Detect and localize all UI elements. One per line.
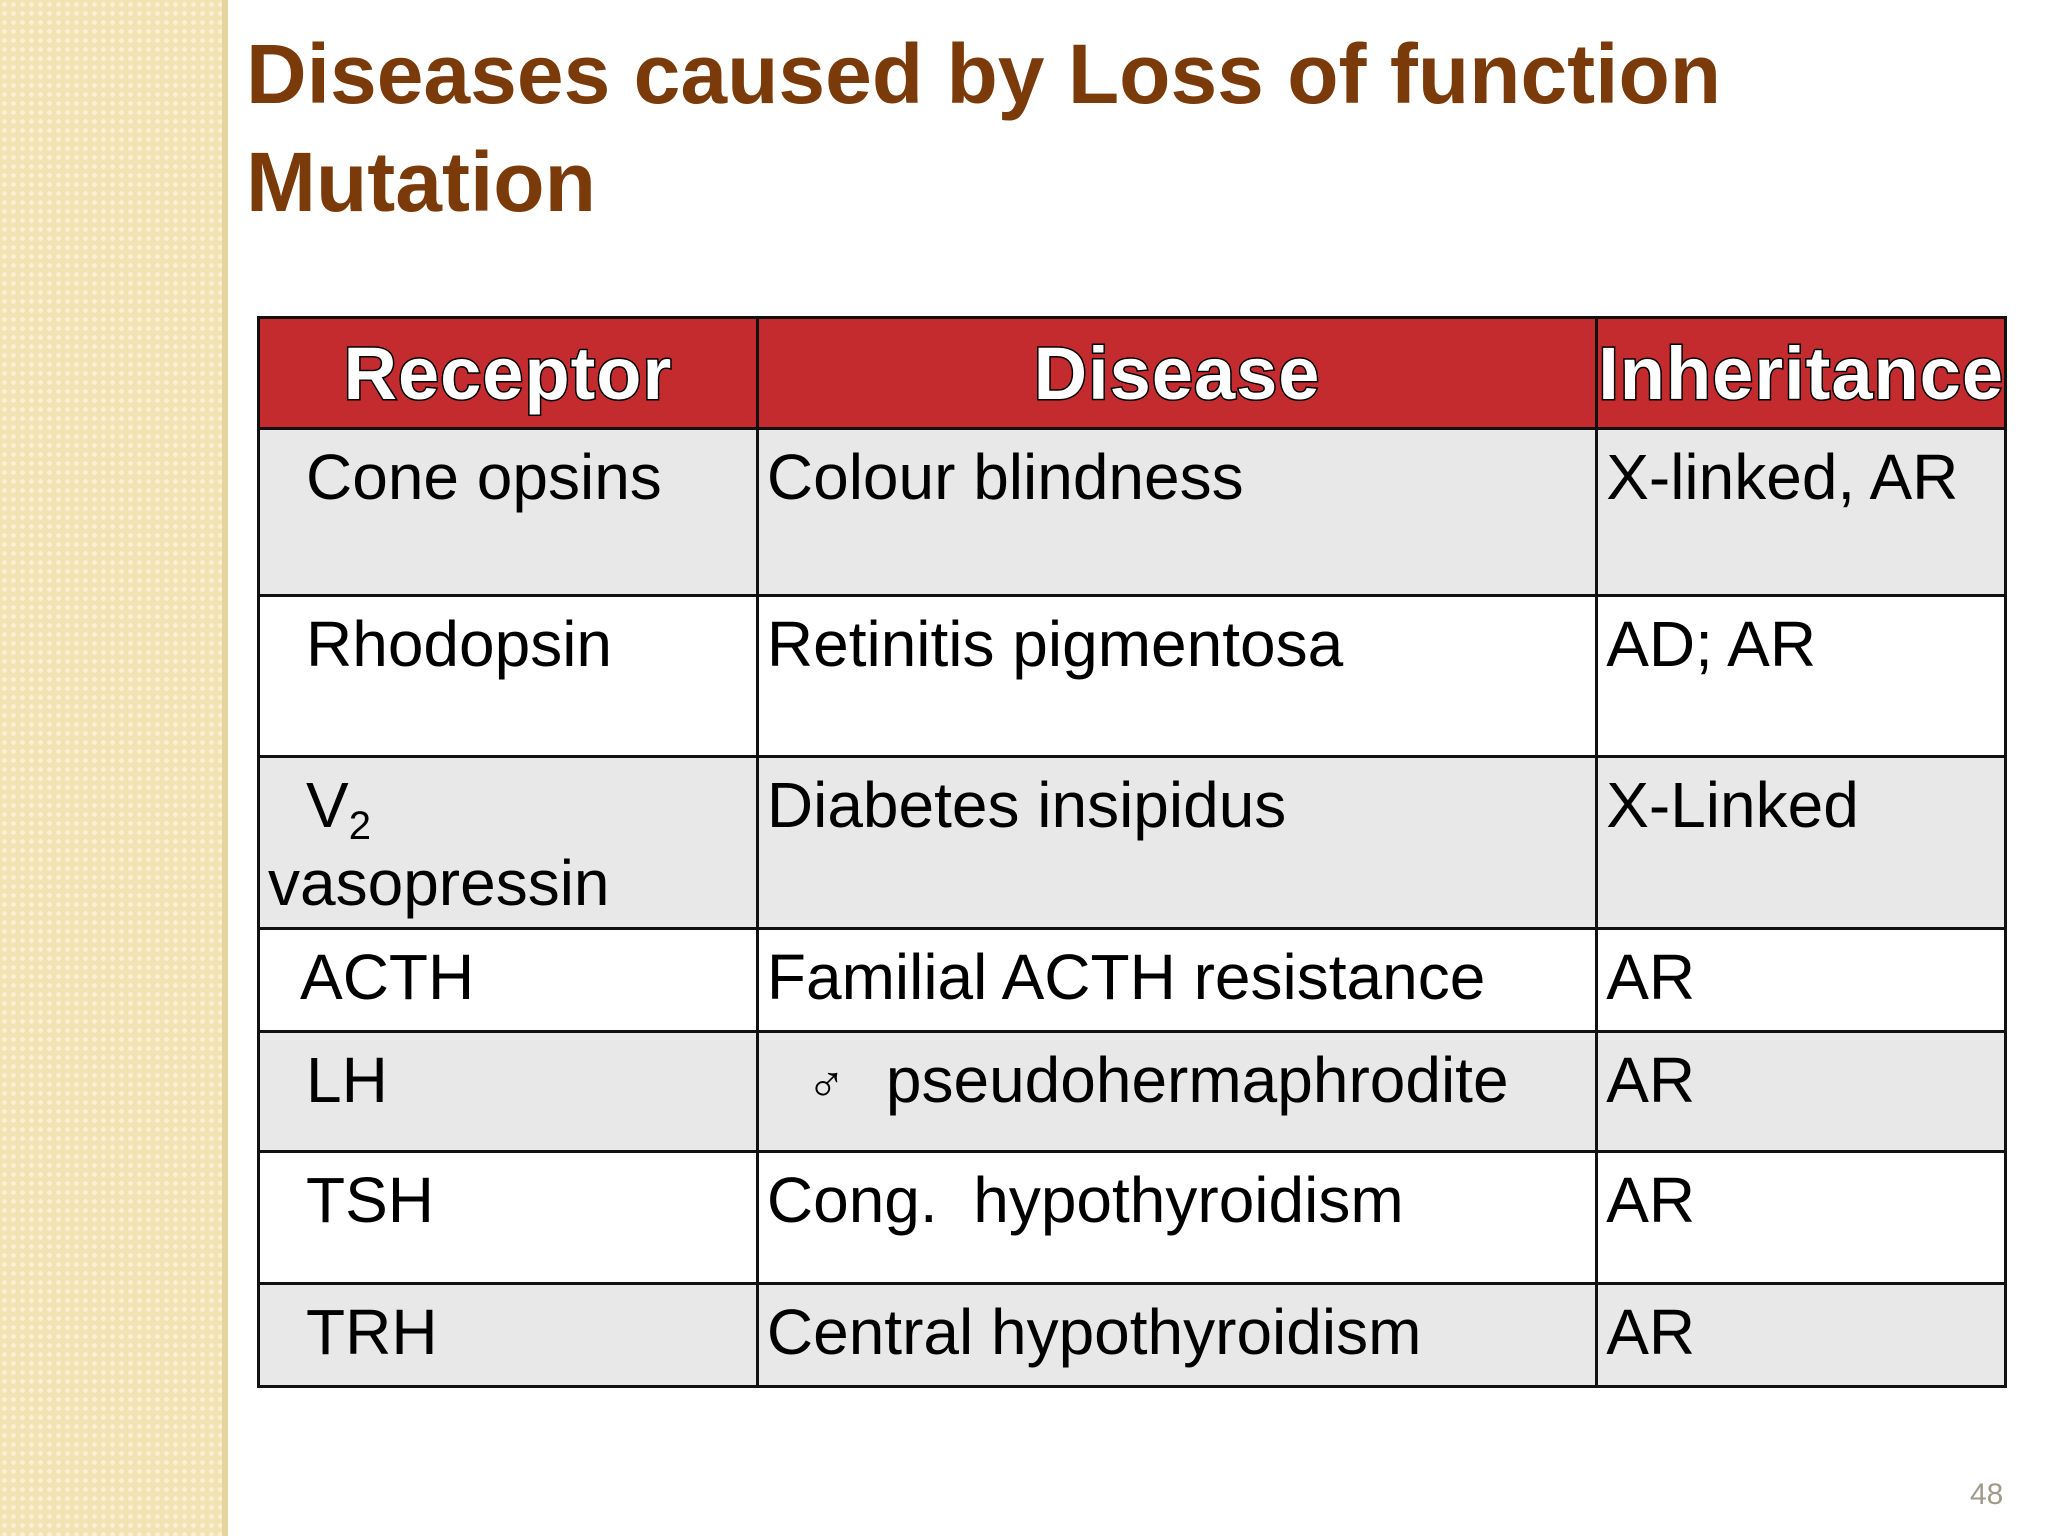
cell-disease: Colour blindness [755,427,1599,597]
table-row: ACTH Familial ACTH resistance AR [257,927,2007,1033]
header-inheritance: Inheritance [1595,316,2007,430]
cell-inheritance: X-linked, AR [1595,427,2007,597]
page-number: 48 [1970,1478,2004,1511]
cell-disease: Central hypothyroidism [755,1282,1599,1388]
table-row: Cone opsins Colour blindness X-linked, A… [257,427,2007,597]
cell-inheritance: X-Linked [1595,755,2007,930]
table-row: V2 vasopressin Diabetes insipidus X-Linke… [257,755,2007,930]
cell-inheritance: AR [1595,927,2007,1033]
cell-inheritance: AR [1595,1282,2007,1388]
table-row: Rhodopsin Retinitis pigmentosa AD; AR [257,594,2007,758]
receptor-v: V [306,769,349,841]
receptor-subscript: 2 [348,804,371,848]
table-row: LH ♂ pseudohermaphrodite AR [257,1030,2007,1153]
title-line-2: Mutation [246,135,596,229]
header-disease: Disease [755,316,1599,430]
title-line-1: Diseases caused by Loss of function [246,27,1722,121]
cell-receptor: LH [257,1030,759,1153]
cell-disease: Familial ACTH resistance [755,927,1599,1033]
cell-receptor: Rhodopsin [257,594,759,758]
cell-disease: Cong. hypothyroidism [755,1150,1599,1285]
cell-inheritance: AD; AR [1595,594,2007,758]
male-symbol-icon: ♂ [806,1056,846,1114]
slide-title: Diseases caused by Loss of function Mutat… [246,20,1721,236]
header-receptor: Receptor [257,316,759,430]
cell-receptor: Cone opsins [257,427,759,597]
cell-receptor: TRH [257,1282,759,1388]
cell-receptor: ACTH [257,927,759,1033]
receptor-disease-table: Receptor Disease Inheritance Cone opsins… [257,316,2007,1388]
cell-disease: Diabetes insipidus [755,755,1599,930]
table-header-row: Receptor Disease Inheritance [257,316,2007,430]
receptor-line-2: vasopressin [268,847,610,919]
table-row: TSH Cong. hypothyroidism AR [257,1150,2007,1285]
cell-receptor: TSH [257,1150,759,1285]
table-row: TRH Central hypothyroidism AR [257,1282,2007,1388]
cell-inheritance: AR [1595,1150,2007,1285]
cell-disease: ♂ pseudohermaphrodite [755,1030,1599,1153]
cell-inheritance: AR [1595,1030,2007,1153]
disease-text: pseudohermaphrodite [885,1044,1509,1116]
cell-receptor: V2 vasopressin [257,755,759,930]
decorative-sidebar-stripe [0,0,228,1536]
cell-disease: Retinitis pigmentosa [755,594,1599,758]
